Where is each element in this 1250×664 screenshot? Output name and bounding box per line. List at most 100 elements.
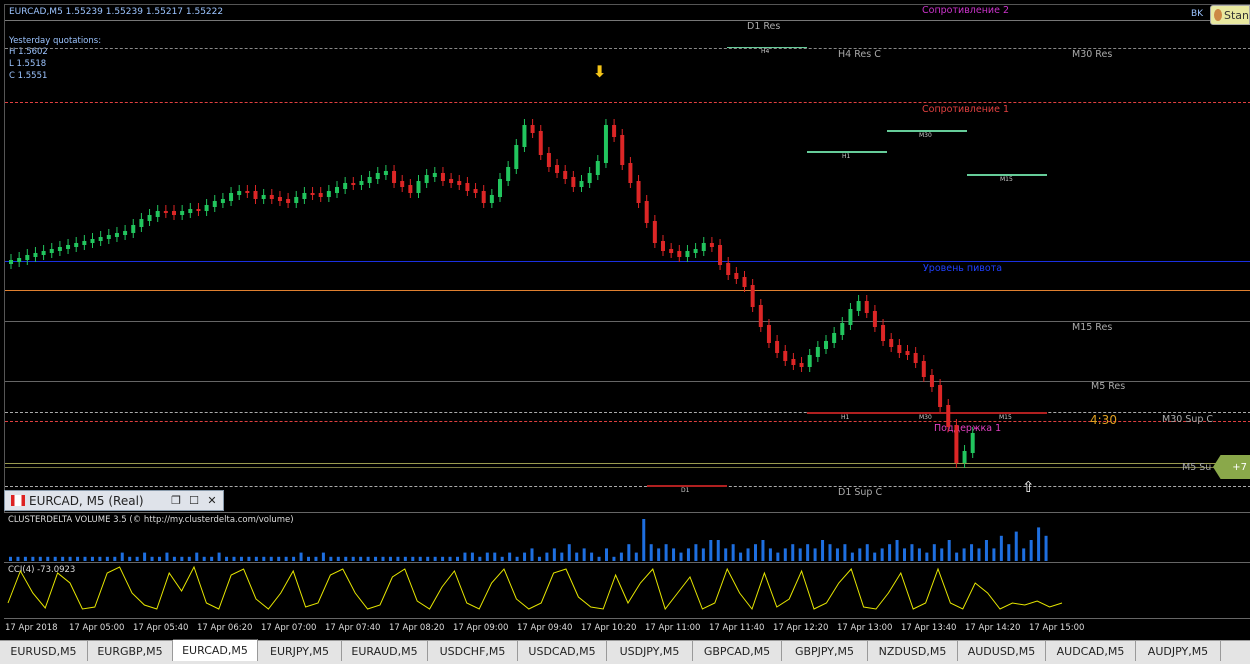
tab-audusd-m5[interactable]: AUDUSD,M5: [958, 641, 1046, 661]
volume-bar: [463, 552, 467, 561]
candle-body: [954, 425, 959, 463]
tab-eurjpy-m5[interactable]: EURJPY,M5: [258, 641, 342, 661]
pivot-label: Уровень пивота: [923, 263, 1003, 274]
tag-d1-low: D1: [681, 487, 690, 494]
cci-title: CCI(4) -73.0923: [8, 565, 76, 575]
volume-bar: [627, 544, 631, 561]
tab-eurusd-m5[interactable]: EURUSD,M5: [0, 641, 88, 661]
candle-body: [318, 193, 323, 197]
volume-bar: [135, 556, 139, 561]
volume-bar: [739, 552, 743, 561]
m30-sup-c-label: M30 Sup C: [1162, 414, 1214, 425]
tab-gbpcad-m5[interactable]: GBPCAD,M5: [693, 641, 782, 661]
candle-body: [538, 131, 543, 155]
volume-bar: [955, 552, 959, 561]
canada-flag-icon: [11, 495, 25, 506]
volume-bar: [120, 552, 124, 561]
candle-body: [970, 433, 975, 453]
candle-body: [791, 359, 796, 365]
main-chart[interactable]: EURCAD,M5 1.55239 1.55239 1.55217 1.5522…: [4, 4, 1250, 512]
candle-body: [872, 311, 877, 327]
volume-bar: [284, 556, 288, 561]
yesterday-high: H 1.5602: [9, 47, 48, 57]
volume-bar: [180, 556, 184, 561]
volume-bar: [523, 552, 527, 561]
tab-usdcad-m5[interactable]: USDCAD,M5: [518, 641, 607, 661]
tag-m30: M30: [919, 132, 932, 139]
volume-bar: [791, 544, 795, 561]
time-label: 17 Apr 11:00: [645, 623, 701, 633]
time-label: 17 Apr 12:20: [773, 623, 829, 633]
close-icon[interactable]: ✕: [207, 494, 217, 507]
candle-body: [750, 285, 755, 307]
volume-bar: [731, 544, 735, 561]
candle-body: [848, 309, 853, 325]
tab-usdchf-m5[interactable]: USDCHF,M5: [428, 641, 518, 661]
volume-bar: [605, 548, 608, 561]
candle-body: [579, 181, 584, 187]
tab-usdjpy-m5[interactable]: USDJPY,M5: [607, 641, 693, 661]
candle-body: [196, 209, 201, 211]
chart-subwindow-bar[interactable]: EURCAD, M5 (Real) ❐ ☐ ✕: [4, 490, 224, 511]
tab-gbpjpy-m5[interactable]: GBPJPY,M5: [782, 641, 868, 661]
tag-h1-low: H1: [841, 414, 850, 421]
tag-m15: M15: [1000, 176, 1013, 183]
d1-res-label: D1 Res: [747, 21, 781, 32]
volume-bar: [61, 556, 65, 561]
candle-body: [335, 187, 339, 193]
volume-bar: [46, 556, 50, 561]
candle-body: [286, 199, 291, 203]
volume-bar: [366, 556, 370, 561]
resistance2-label: Сопротивление 2: [922, 5, 1010, 16]
volume-bar: [277, 556, 281, 561]
tag-h4: H4: [761, 48, 770, 55]
volume-bar: [567, 544, 571, 561]
volume-bar: [895, 540, 899, 561]
candle-body: [9, 260, 13, 264]
volume-bar: [970, 544, 974, 561]
volume-bar: [239, 556, 243, 561]
time-label: 17 Apr 15:00: [1029, 623, 1085, 633]
volume-bar: [1014, 531, 1018, 561]
candle-body: [424, 175, 429, 183]
candle-body: [864, 301, 869, 313]
candle-body: [546, 153, 551, 167]
tab-eurgbp-m5[interactable]: EURGBP,M5: [88, 641, 173, 661]
candle-body: [709, 243, 714, 247]
candlestick-series: ⬇⇧: [9, 62, 1035, 496]
volume-bar: [880, 548, 884, 561]
tab-nzdusd-m5[interactable]: NZDUSD,M5: [868, 641, 958, 661]
volume-bar: [560, 552, 564, 561]
tab-euraud-m5[interactable]: EURAUD,M5: [342, 641, 428, 661]
stan-button[interactable]: Stan: [1210, 5, 1250, 25]
top-border-line: [5, 20, 1250, 21]
volume-bar: [634, 552, 638, 561]
volume-bar: [768, 548, 772, 561]
candle-body: [644, 201, 649, 223]
volume-bar: [247, 556, 251, 561]
volume-bar: [269, 556, 273, 561]
volume-pane[interactable]: CLUSTERDELTA VOLUME 3.5 (© http://my.clu…: [4, 512, 1250, 563]
tab-audcad-m5[interactable]: AUDCAD,M5: [1046, 641, 1136, 661]
candle-body: [180, 211, 185, 215]
volume-bar: [403, 556, 407, 561]
candle-body: [799, 363, 804, 367]
tab-audjpy-m5[interactable]: AUDJPY,M5: [1136, 641, 1221, 661]
cci-pane[interactable]: CCI(4) -73.0923: [4, 562, 1250, 619]
m5-res-line: [5, 381, 1250, 382]
candle-body: [921, 361, 926, 377]
volume-bar: [694, 544, 698, 561]
d1-sup-c-label: D1 Sup C: [838, 487, 883, 498]
volume-bar: [38, 556, 42, 561]
restore-icon[interactable]: ❐: [171, 494, 181, 507]
m15-res-label: M15 Res: [1072, 322, 1113, 333]
orange-line: [5, 290, 1250, 291]
tab-eurcad-m5[interactable]: EURCAD,M5: [173, 639, 258, 661]
maximize-icon[interactable]: ☐: [189, 494, 199, 507]
volume-bar: [388, 556, 392, 561]
m30-sup-line: [5, 412, 1250, 413]
stan-label: Stan: [1223, 8, 1249, 22]
candle-body: [269, 195, 274, 199]
volume-bar: [701, 548, 705, 561]
support1-label: Поддержка 1: [934, 423, 1002, 434]
